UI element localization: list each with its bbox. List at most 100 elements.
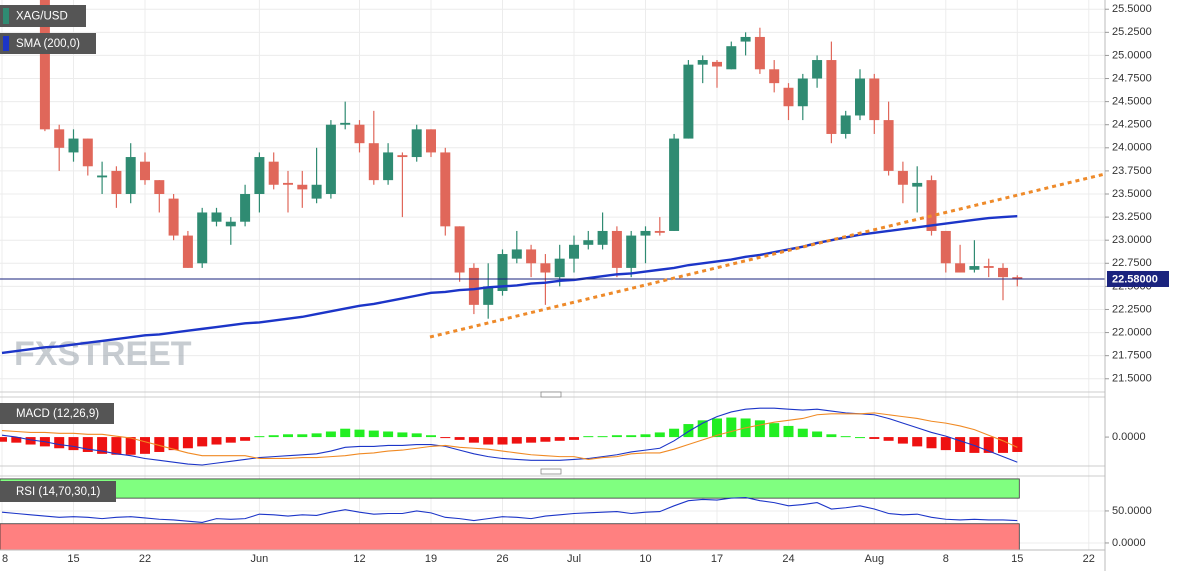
macd-histogram-bar	[468, 437, 479, 443]
macd-histogram-bar	[182, 437, 193, 449]
candle-body	[368, 143, 379, 181]
candle-body	[283, 182, 293, 185]
candle-body	[955, 263, 966, 273]
macd-histogram-bar	[297, 434, 308, 438]
candle-body	[626, 235, 637, 268]
y-tick-label: 23.5000	[1112, 188, 1152, 200]
y-tick-label: 22.7500	[1112, 257, 1152, 269]
macd-histogram-bar	[311, 433, 322, 438]
legend-box[interactable]	[0, 403, 114, 424]
macd-histogram-bar	[111, 437, 122, 455]
macd-histogram-bar	[840, 436, 851, 438]
macd-histogram-bar	[125, 437, 136, 455]
legend-label: MACD (12,26,9)	[16, 408, 99, 420]
macd-histogram-bar	[926, 437, 937, 449]
candle-body	[969, 266, 980, 270]
candle-body	[740, 36, 751, 42]
legend-label: XAG/USD	[16, 11, 68, 23]
macd-histogram-bar	[812, 431, 823, 438]
candle-body	[440, 152, 451, 227]
y-tick-label: 25.2500	[1112, 26, 1152, 38]
legend: XAG/USD SMA (200,0) MACD (12,26,9) RSI (…	[0, 5, 116, 502]
x-tick-label: 15	[1011, 553, 1023, 565]
candle-body	[826, 60, 837, 134]
candle-body	[912, 182, 923, 187]
candle-body	[1012, 277, 1023, 279]
candle-body	[926, 180, 937, 231]
candle-body	[554, 258, 565, 278]
resize-handle[interactable]	[540, 391, 562, 398]
candle-body	[940, 230, 951, 264]
macd-histogram-bar	[640, 434, 651, 438]
x-tick-label: 22	[1083, 553, 1095, 565]
y-tick-label: 24.0000	[1112, 142, 1152, 154]
candle-body	[82, 138, 93, 167]
macd-histogram-bar	[68, 437, 79, 451]
candle-body	[383, 152, 394, 181]
y-tick-label: 24.2500	[1112, 119, 1152, 131]
macd-histogram-bar	[97, 437, 108, 454]
candle-body	[125, 157, 136, 194]
y-tick-label: 24.5000	[1112, 96, 1152, 108]
macd-histogram-bar	[154, 437, 165, 452]
macd-histogram-bar	[240, 437, 251, 441]
macd-histogram-bar	[211, 437, 222, 445]
candle-body	[983, 266, 994, 268]
x-tick-label: 8	[943, 553, 949, 565]
rsi-panel	[0, 478, 1020, 551]
legend-box[interactable]	[0, 481, 116, 502]
candle-body	[840, 115, 851, 134]
x-tick-label: Jul	[567, 553, 581, 565]
macd-histogram-bar	[883, 437, 894, 441]
x-tick-label: 15	[67, 553, 79, 565]
candle-body	[225, 221, 236, 227]
candle-body	[569, 244, 579, 259]
candle-body	[783, 87, 794, 107]
candle-body	[754, 36, 765, 70]
legend-swatch	[3, 36, 9, 51]
legend-label: RSI (14,70,30,1)	[16, 486, 101, 498]
y-tick-label: 22.0000	[1112, 326, 1152, 338]
candle-body	[583, 240, 594, 245]
x-tick-label: 19	[425, 553, 437, 565]
candle-body	[340, 122, 351, 125]
candle-body	[154, 180, 165, 194]
macd-histogram-bar	[769, 423, 780, 438]
macd-histogram-bar	[82, 437, 93, 452]
axes: 21.500021.750022.000022.250022.500022.75…	[2, 3, 1169, 565]
y-tick-label: 21.5000	[1112, 373, 1152, 385]
y-tick-label: 24.7500	[1112, 72, 1152, 84]
candle-body	[769, 69, 780, 84]
macd-histogram-bar	[983, 437, 994, 453]
candle-body	[998, 267, 1008, 278]
macd-histogram-bar	[483, 437, 494, 445]
candle-body	[426, 129, 436, 153]
candle-body	[354, 124, 365, 144]
macd-histogram-bar	[998, 437, 1008, 453]
macd-histogram-bar	[383, 431, 394, 438]
macd-histogram-bar	[797, 428, 808, 438]
macd-line	[1, 407, 1018, 466]
macd-histogram-bar	[397, 432, 408, 438]
legend-box[interactable]	[0, 5, 86, 27]
macd-histogram-bar	[340, 428, 351, 438]
macd-histogram-bar	[826, 434, 837, 438]
macd-histogram-bar	[354, 429, 365, 438]
candle-body	[325, 124, 336, 194]
macd-histogram-bar	[440, 437, 451, 439]
candle-body	[855, 78, 865, 116]
legend-box[interactable]	[0, 33, 96, 54]
y-tick-label: 50.0000	[1112, 505, 1152, 517]
candle-body	[726, 46, 737, 70]
legend-swatch	[3, 8, 9, 24]
resize-handle[interactable]	[540, 468, 562, 475]
candle-body	[397, 155, 408, 158]
candle-body	[254, 157, 265, 194]
macd-histogram-bar	[497, 437, 508, 445]
macd-histogram-bar	[554, 437, 565, 441]
candle-body	[483, 286, 494, 305]
macd-histogram-bar	[626, 435, 637, 438]
x-tick-label: 8	[2, 553, 8, 565]
y-tick-label: 23.7500	[1112, 165, 1152, 177]
